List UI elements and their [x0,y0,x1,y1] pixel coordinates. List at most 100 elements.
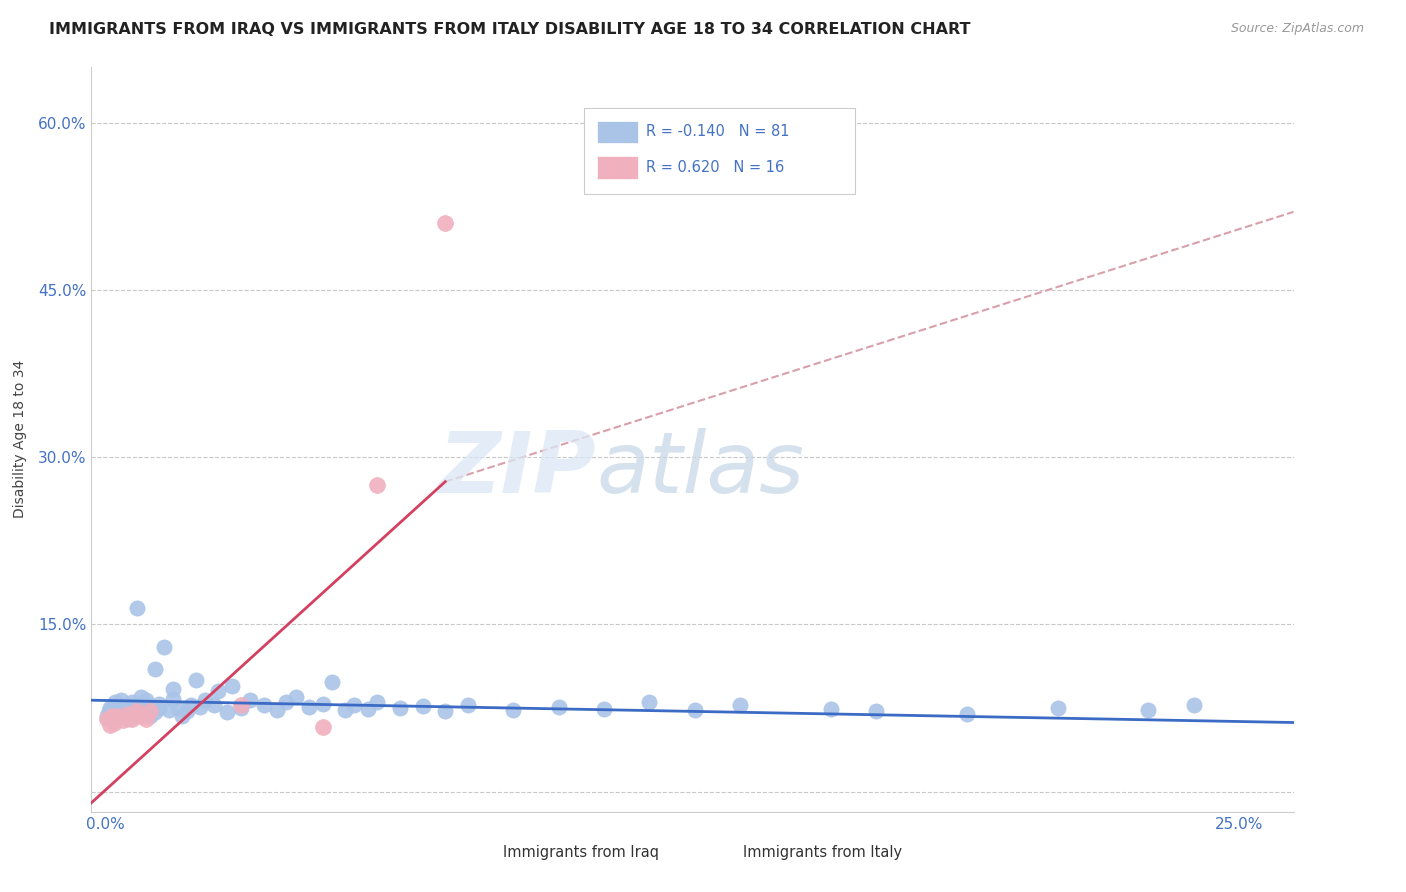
Point [229,698,252,712]
FancyBboxPatch shape [700,841,740,866]
Text: Immigrants from Italy: Immigrants from Italy [742,846,903,860]
Point [366,696,388,710]
Point [100,712,122,726]
Point [366,478,388,492]
Point [239,693,262,707]
Point [135,699,157,714]
Point [434,216,457,230]
Point [335,703,357,717]
Point [101,706,124,721]
Point [112,698,135,713]
Point [457,698,479,712]
Point [121,703,143,717]
Point [194,693,217,707]
Point [117,712,139,726]
Point [121,706,143,721]
Point [143,662,166,676]
Point [388,701,411,715]
Text: Immigrants from Iraq: Immigrants from Iraq [502,846,658,860]
Point [117,698,139,712]
Point [112,707,135,722]
Point [107,699,129,714]
Point [129,690,152,704]
Point [129,705,152,719]
Point [298,699,321,714]
Point [638,696,661,710]
Point [143,706,166,720]
Point [229,701,252,715]
Point [865,705,887,719]
Point [117,701,139,715]
Point [357,702,380,716]
Point [188,699,211,714]
Point [98,701,121,715]
Point [434,705,457,719]
Point [105,706,128,720]
Text: ZIP: ZIP [439,427,596,510]
FancyBboxPatch shape [585,108,855,194]
Point [139,698,162,712]
Point [312,697,335,711]
Point [217,706,239,720]
Point [202,698,225,712]
Point [112,714,135,728]
Point [162,682,184,697]
Point [1137,703,1160,717]
Point [121,712,143,726]
Y-axis label: Disability Age 18 to 34: Disability Age 18 to 34 [13,360,27,518]
Point [157,703,180,717]
Point [1046,701,1069,715]
Point [180,698,202,712]
Point [343,698,366,712]
Point [96,712,118,726]
Point [284,690,307,704]
Point [276,696,298,710]
Point [103,715,125,730]
Point [101,708,124,723]
Point [207,684,229,698]
Point [121,696,143,710]
Point [253,698,276,712]
Point [96,708,118,723]
Point [107,708,129,723]
Point [104,696,127,710]
Point [266,703,288,717]
Point [172,708,194,723]
Point [148,697,170,711]
Point [135,693,157,707]
Point [593,702,616,716]
Point [117,706,139,721]
Point [103,698,125,712]
Point [312,720,335,734]
Point [139,708,162,723]
Point [728,698,751,712]
Point [547,699,569,714]
Point [184,673,207,688]
Point [683,703,706,717]
Point [166,701,188,715]
Point [321,675,343,690]
Point [125,705,148,719]
Point [176,705,198,719]
Point [107,708,129,723]
Point [110,693,132,707]
Text: R = 0.620   N = 16: R = 0.620 N = 16 [645,160,783,175]
Text: IMMIGRANTS FROM IRAQ VS IMMIGRANTS FROM ITALY DISABILITY AGE 18 TO 34 CORRELATIO: IMMIGRANTS FROM IRAQ VS IMMIGRANTS FROM … [49,22,970,37]
Point [97,705,120,719]
Point [153,640,176,654]
Point [139,705,162,719]
Point [112,702,135,716]
Point [125,702,148,716]
Point [124,708,146,723]
Point [820,702,842,716]
Point [101,708,124,723]
FancyBboxPatch shape [598,120,638,143]
Point [412,698,434,713]
Point [98,717,121,731]
Point [125,600,148,615]
Point [103,703,125,717]
Point [502,703,524,717]
FancyBboxPatch shape [460,841,499,866]
Point [135,712,157,726]
Point [162,692,184,706]
